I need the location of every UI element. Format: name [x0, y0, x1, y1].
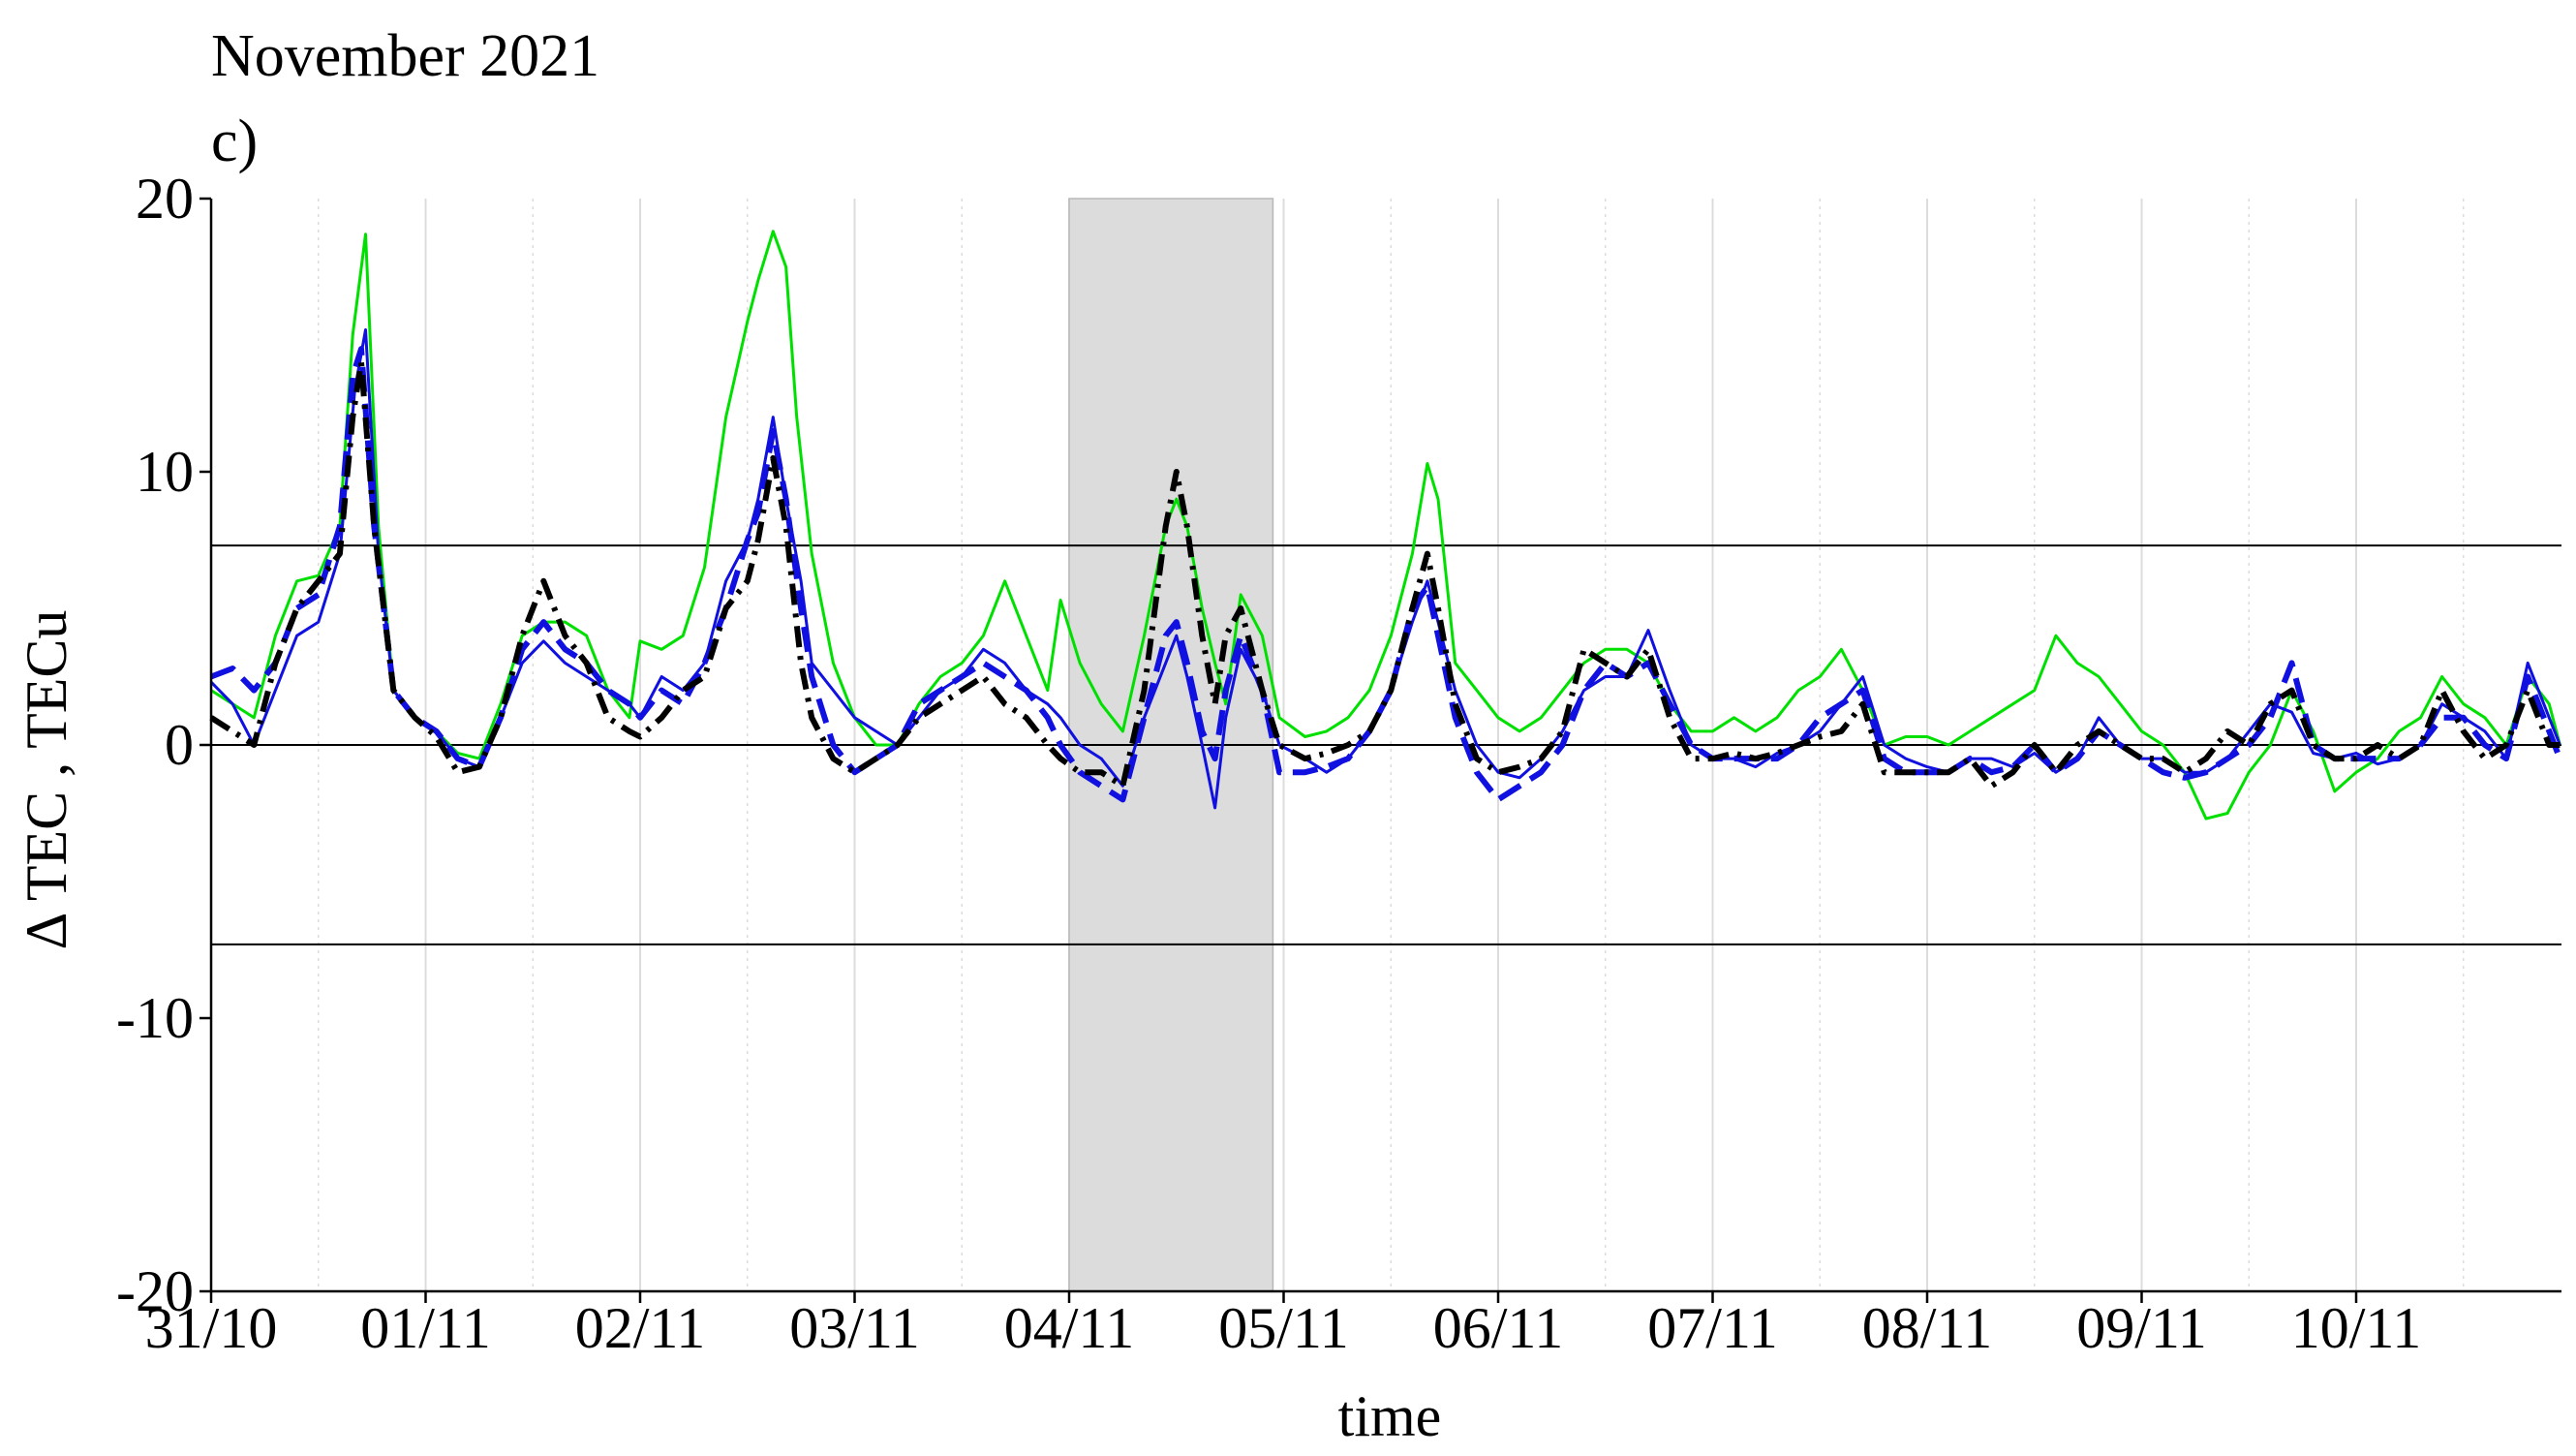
x-tick-label: 02/11 [575, 1296, 705, 1360]
series-line-3 [209, 346, 2563, 803]
series-line-1 [210, 230, 2561, 821]
series-lines [209, 230, 2563, 821]
x-tick-label: 04/11 [1004, 1296, 1134, 1360]
y-tick-label: 10 [136, 440, 194, 504]
chart-title: November 2021 [211, 23, 599, 89]
y-tick-label: -20 [116, 1259, 194, 1323]
x-tick-label: 05/11 [1218, 1296, 1348, 1360]
y-tick-label: 20 [136, 167, 194, 231]
y-tick-labels: 20 10 0 -10 -20 [116, 167, 211, 1323]
x-tick-labels: 31/10 01/11 02/11 03/11 04/11 05/11 06/11 07/11… [145, 1291, 2421, 1360]
x-tick-label: 07/11 [1647, 1296, 1777, 1360]
x-tick-label: 31/10 [145, 1296, 278, 1360]
y-axis-label: Δ TEC , TECu [15, 610, 78, 950]
x-tick-label: 08/11 [1862, 1296, 1992, 1360]
chart-subtitle: c) [211, 108, 258, 174]
x-tick-label: 06/11 [1433, 1296, 1563, 1360]
y-tick-label: 0 [165, 713, 194, 777]
x-tick-label: 10/11 [2291, 1296, 2421, 1360]
x-tick-label: 09/11 [2076, 1296, 2206, 1360]
y-tick-label: -10 [116, 986, 194, 1050]
x-axis-label: time [1338, 1384, 1442, 1448]
series-line-4 [209, 359, 2561, 790]
reference-lines [211, 544, 2561, 945]
x-tick-label: 01/11 [360, 1296, 490, 1360]
series-line-2 [209, 327, 2561, 810]
x-tick-label: 03/11 [789, 1296, 919, 1360]
